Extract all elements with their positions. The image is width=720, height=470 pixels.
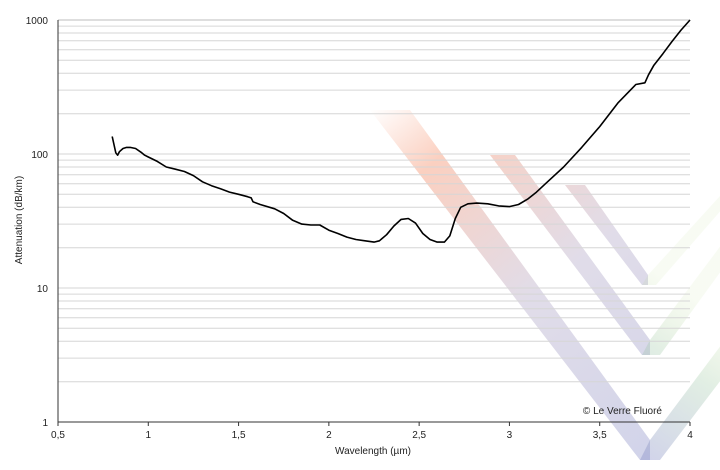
y-tick-label: 1 — [42, 418, 48, 429]
x-tick-label: 3 — [507, 430, 513, 441]
x-axis-label: Wavelength (µm) — [335, 446, 411, 457]
y-tick-label: 1000 — [26, 16, 49, 27]
x-tick-label: 2,5 — [412, 430, 426, 441]
x-tick-label: 4 — [687, 430, 693, 441]
chevron-watermark — [370, 110, 720, 460]
y-axis-label: Attenuation (dB/km) — [14, 176, 25, 264]
x-tick-label: 3,5 — [593, 430, 607, 441]
x-tick-label: 2 — [326, 430, 332, 441]
chart-grid — [58, 19, 690, 383]
x-tick-label: 1,5 — [232, 430, 246, 441]
x-tick-label: 1 — [146, 430, 152, 441]
copyright-annotation: © Le Verre Fluoré — [583, 406, 663, 417]
attenuation-line — [111, 19, 691, 243]
y-tick-label: 10 — [37, 284, 49, 295]
chart-axes — [57, 20, 691, 426]
y-tick-label: 100 — [31, 150, 48, 161]
x-tick-labels: 0,5 1 1,5 2 2,5 3 3,5 4 — [51, 430, 693, 441]
y-tick-labels: 1 10 100 1000 — [26, 16, 49, 429]
x-tick-label: 0,5 — [51, 430, 65, 441]
